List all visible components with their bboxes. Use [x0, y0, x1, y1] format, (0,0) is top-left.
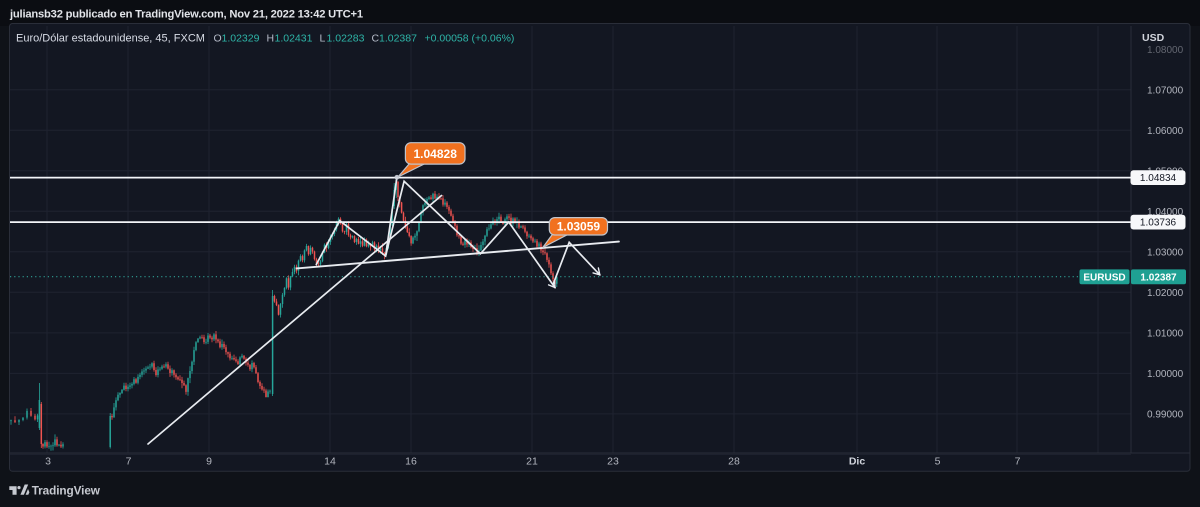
svg-text:1.03000: 1.03000: [1147, 247, 1184, 258]
svg-text:EURUSD: EURUSD: [1083, 273, 1125, 284]
svg-text:9: 9: [206, 456, 212, 468]
svg-text:1.02387: 1.02387: [379, 33, 417, 45]
svg-text:H: H: [267, 33, 275, 45]
svg-text:7: 7: [1015, 456, 1021, 468]
svg-text:5: 5: [935, 456, 941, 468]
svg-text:1.07000: 1.07000: [1147, 85, 1184, 96]
svg-text:1.03059: 1.03059: [557, 220, 601, 234]
svg-text:O: O: [214, 33, 222, 45]
svg-text:1.02329: 1.02329: [222, 33, 260, 45]
svg-text:1.04834: 1.04834: [1140, 173, 1177, 184]
svg-text:7: 7: [126, 456, 132, 468]
svg-text:Euro/Dólar estadounidense, 45,: Euro/Dólar estadounidense, 45, FXCM: [16, 33, 205, 45]
svg-text:1.02387: 1.02387: [1140, 273, 1177, 284]
svg-text:TradingView: TradingView: [32, 483, 101, 497]
svg-text:juliansb32 publicado en Tradin: juliansb32 publicado en TradingView.com,…: [9, 9, 363, 21]
svg-text:1.01000: 1.01000: [1147, 329, 1184, 340]
svg-text:1.02000: 1.02000: [1147, 288, 1184, 299]
svg-text:16: 16: [405, 456, 417, 468]
svg-text:1.02431: 1.02431: [275, 33, 313, 45]
svg-text:3: 3: [45, 456, 51, 468]
svg-text:L: L: [320, 33, 326, 45]
svg-text:1.04828: 1.04828: [414, 147, 458, 161]
svg-text:1.00000: 1.00000: [1147, 369, 1184, 380]
svg-text:USD: USD: [1142, 32, 1165, 44]
svg-text:Dic: Dic: [849, 456, 866, 468]
svg-text:21: 21: [526, 456, 538, 468]
svg-text:1.08000: 1.08000: [1147, 45, 1184, 56]
svg-text:23: 23: [607, 456, 619, 468]
svg-text:1.02283: 1.02283: [327, 33, 365, 45]
svg-text:1.06000: 1.06000: [1147, 126, 1184, 137]
svg-text:14: 14: [324, 456, 336, 468]
svg-text:0.99000: 0.99000: [1147, 410, 1184, 421]
svg-text:28: 28: [728, 456, 740, 468]
svg-text:+0.00058 (+0.06%): +0.00058 (+0.06%): [425, 33, 515, 45]
svg-text:C: C: [372, 33, 380, 45]
svg-text:1.03736: 1.03736: [1140, 218, 1177, 229]
svg-text:1.04000: 1.04000: [1147, 207, 1184, 218]
